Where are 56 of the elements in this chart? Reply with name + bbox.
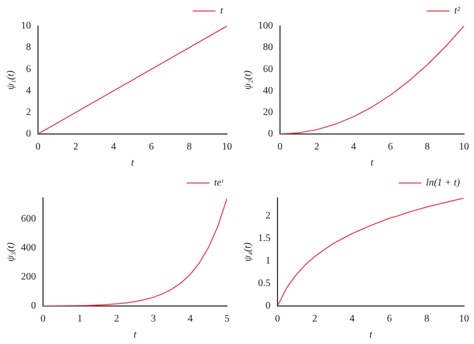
x-tick-label: 2 [73, 142, 78, 153]
x-tick-label: 8 [424, 142, 430, 153]
legend-label: ln(1 + t) [426, 178, 461, 189]
y-tick-label: 20 [263, 107, 273, 118]
x-tick-label: 4 [350, 314, 355, 325]
x-tick-label: 0 [40, 314, 46, 325]
x-tick-label: 2 [312, 314, 318, 325]
y-tick-label: 80 [263, 42, 273, 54]
x-axis-title: t [131, 158, 134, 169]
x-tick-label: 4 [111, 142, 116, 153]
y-tick-label: 10 [21, 20, 31, 32]
y-tick-label: 6 [26, 64, 31, 75]
y-axis-title: ψ₁(t) [6, 70, 17, 90]
y-tick-label: 60 [263, 64, 273, 75]
x-tick-label: 6 [388, 142, 393, 153]
x-tick-label: 6 [148, 142, 154, 153]
x-tick-label: 4 [351, 142, 356, 153]
legend-label: t [220, 6, 224, 17]
y-tick-label: 2 [26, 107, 31, 118]
x-axis-title: t [369, 330, 372, 341]
x-axis-title: t [134, 330, 137, 341]
legend-label: teᵗ [214, 178, 224, 189]
y-tick-label: 600 [21, 214, 36, 225]
x-tick-label: 10 [459, 142, 469, 153]
x-tick-label: 10 [222, 142, 232, 153]
y-tick-label: 1 [266, 256, 270, 267]
y-tick-label: 0.5 [258, 278, 270, 290]
y-tick-label: 4 [26, 85, 31, 96]
y-tick-label: 1.5 [258, 233, 270, 244]
x-tick-label: 2 [314, 142, 320, 153]
y-tick-label: 0 [266, 300, 270, 312]
y-tick-label: 0 [31, 300, 36, 312]
x-tick-label: 8 [186, 142, 192, 153]
y-tick-label: 400 [21, 242, 36, 254]
y-tick-label: 100 [258, 20, 273, 32]
y-tick-label: 0 [26, 128, 31, 140]
x-tick-label: 2 [114, 314, 120, 325]
x-tick-label: 0 [278, 142, 282, 153]
y-tick-label: 2 [266, 210, 270, 222]
y-tick-label: 40 [263, 85, 273, 96]
y-tick-label: 8 [26, 42, 31, 54]
y-axis-title: ψ₃(t) [6, 242, 17, 262]
x-axis-title: t [370, 158, 374, 169]
x-tick-label: 3 [150, 314, 156, 325]
x-tick-label: 8 [424, 314, 430, 325]
y-tick-label: 200 [21, 272, 36, 283]
y-tick-label: 0 [268, 128, 273, 140]
y-axis-title: ψ₄(t) [242, 242, 254, 262]
y-axis-title: ψ₂(t) [242, 70, 254, 90]
x-tick-label: 4 [188, 314, 193, 325]
x-tick-label: 1 [77, 314, 82, 325]
x-tick-label: 0 [275, 314, 280, 325]
x-tick-label: 6 [386, 314, 392, 325]
legend-label: t² [454, 6, 461, 17]
x-tick-label: 10 [459, 314, 469, 325]
x-tick-label: 5 [224, 314, 230, 325]
